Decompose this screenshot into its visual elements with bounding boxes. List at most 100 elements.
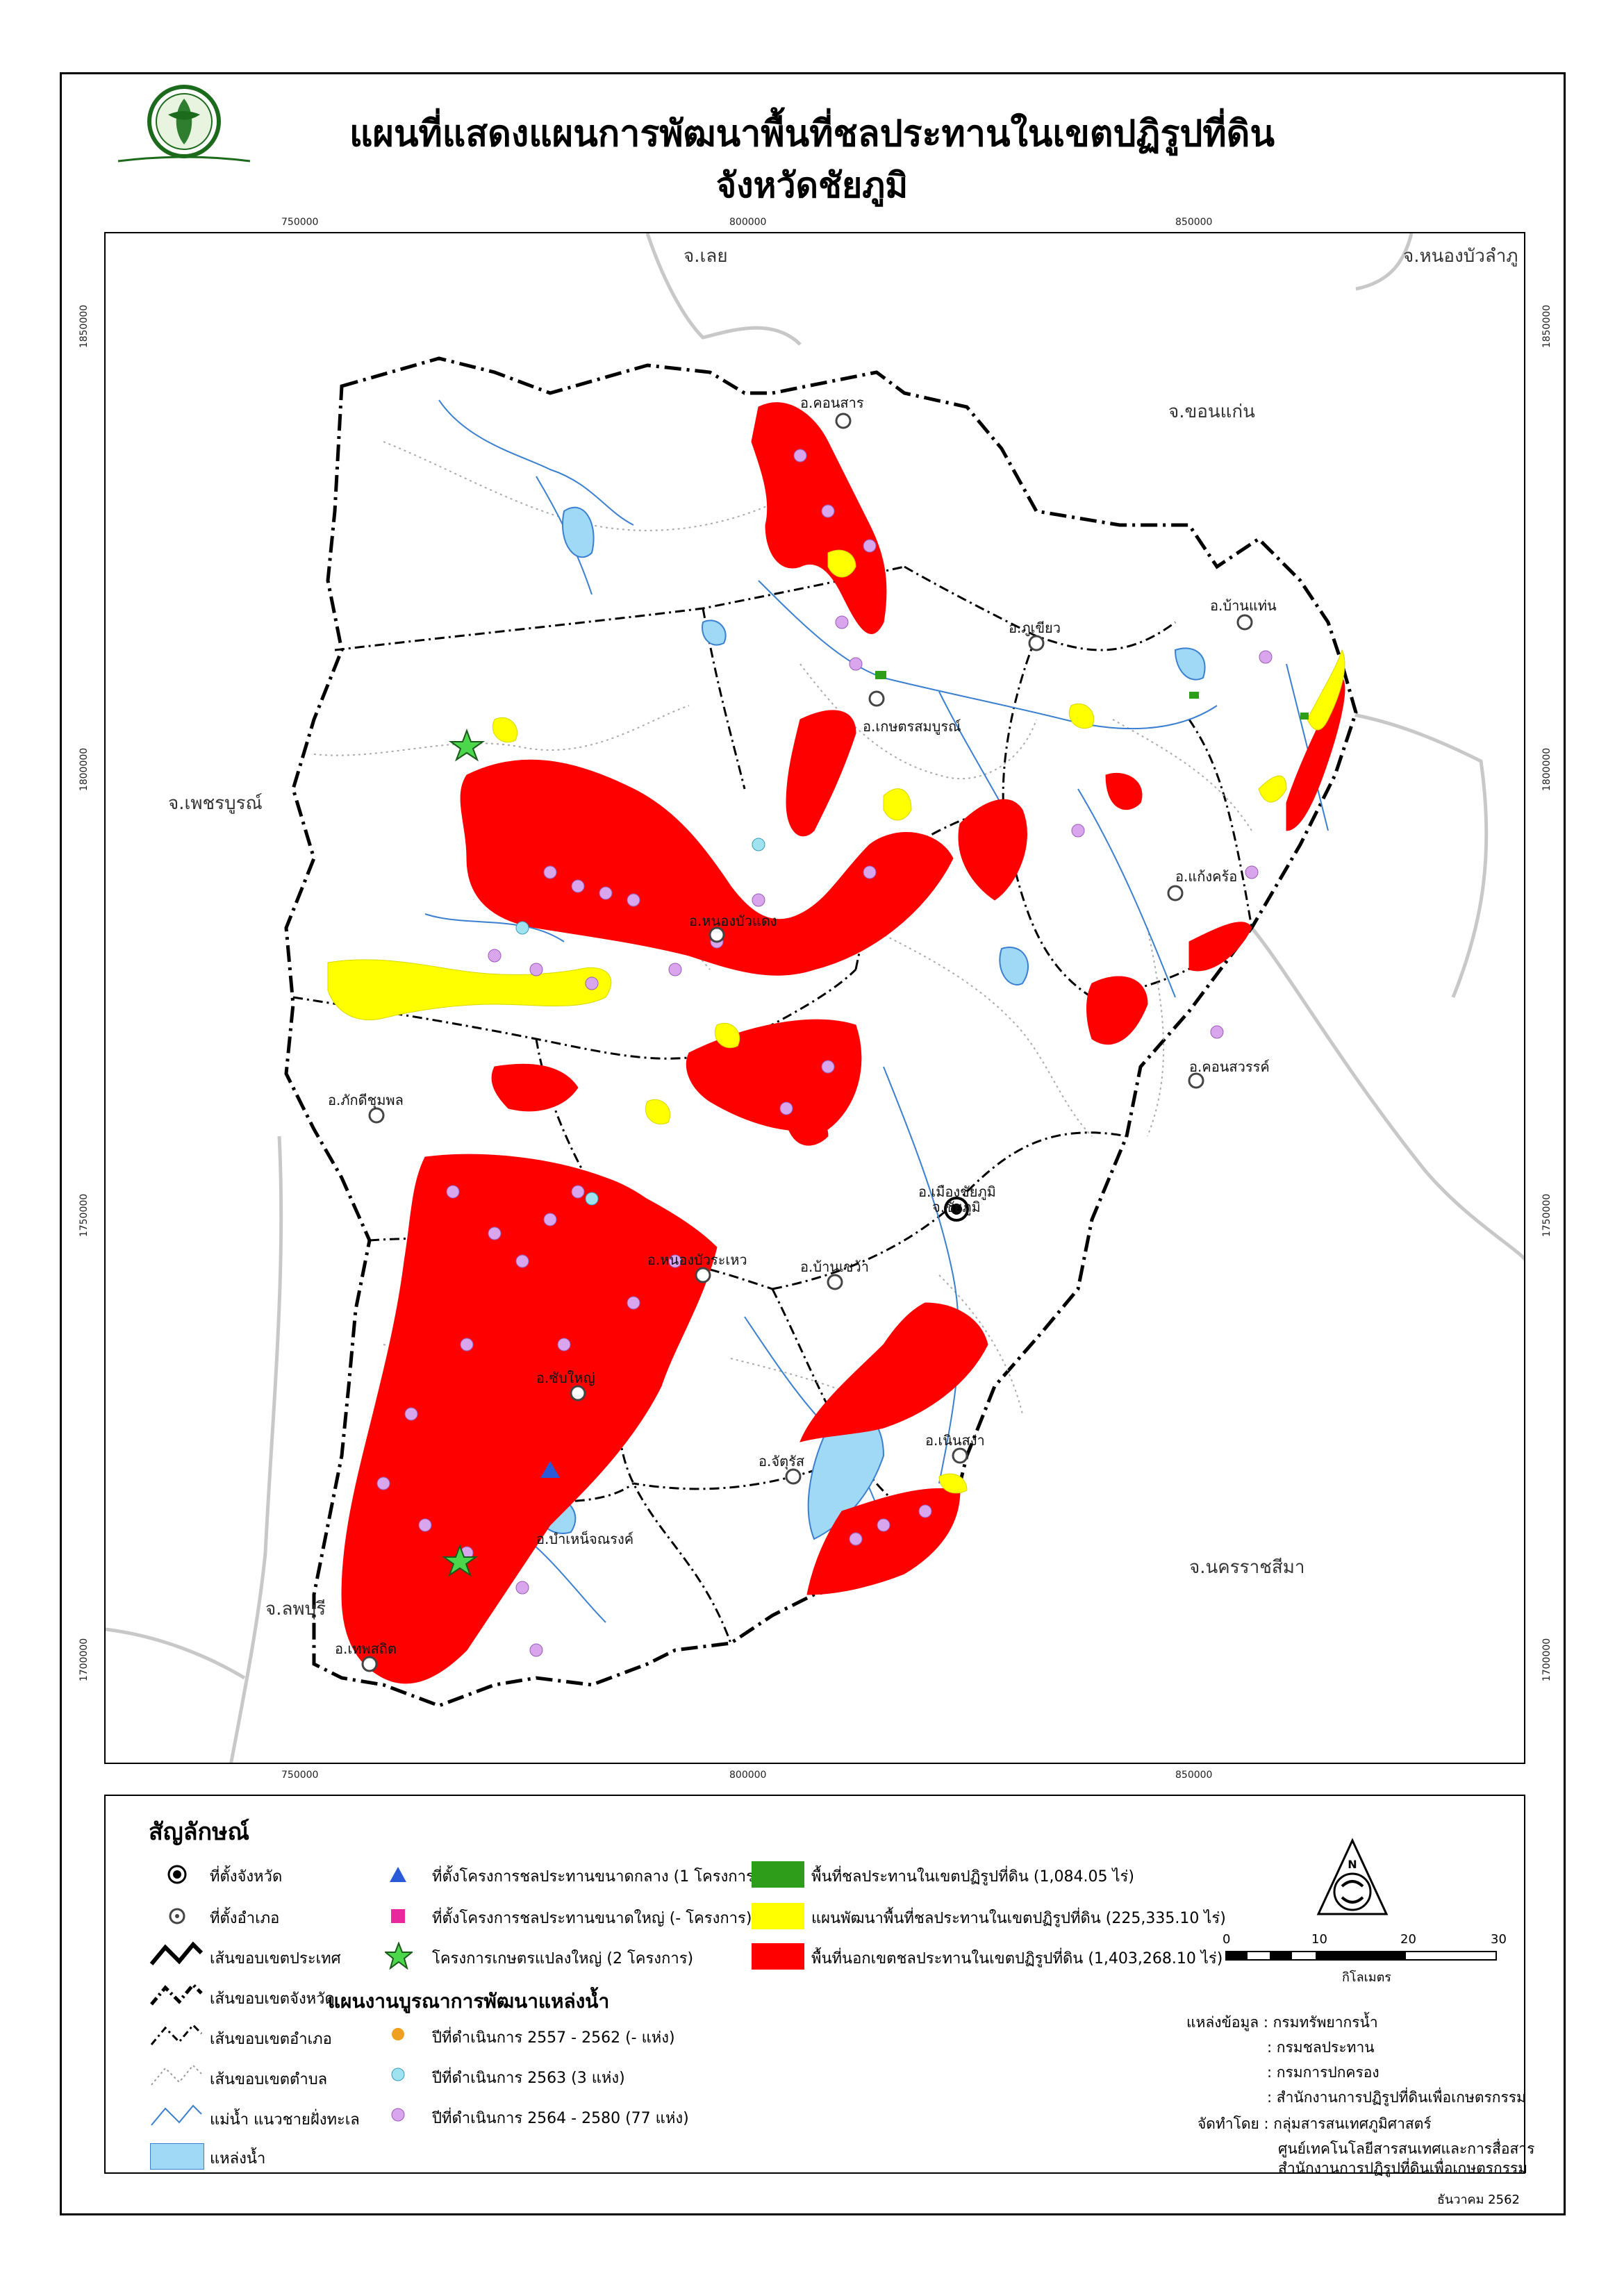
river-legend-icon [151,2104,202,2126]
made-by-3: สำนักงานการปฏิรูปที่ดินเพื่อเกษตรกรรม [1278,2160,1528,2177]
north-arrow-icon: N [1316,1838,1389,1915]
label-nakhonratchasima: จ.นครราชสีมา [1189,1557,1305,1578]
medium-project-legend-icon [390,1867,406,1882]
grid-left-2: 1800000 [78,747,90,792]
label-chatturat: อ.จัตุรัส [759,1453,805,1470]
legend-title: สัญลักษณ์ [149,1818,250,1846]
label-chaiyaphum: จ.ชัยภูมิ [932,1199,981,1215]
province-border-legend-icon [150,1982,203,2006]
legend-subdistrict-border: เส้นขอบเขตตำบล [210,2071,328,2088]
source-label: แหล่งข้อมูล : กรมทรัพยากรน้ำ [1186,2014,1378,2031]
subdistrict-borders [313,441,1252,1415]
label-mueang: อ.เมืองชัยภูมิ [918,1183,996,1200]
made-by-2: ศูนย์เทคโนโลยีสารสนเทศและการสื่อสาร [1278,2140,1535,2157]
plan-points [376,449,1273,1657]
label-khonkaen: จ.ขอนแก่น [1168,401,1255,422]
green-zones [875,671,1309,719]
alro-logo [117,85,251,163]
red-zones [341,402,1345,1684]
grid-left-3: 1750000 [78,1193,90,1238]
grid-top-2: 800000 [729,217,767,228]
map-area: จ.เลย จ.หนองบัวลำภู จ.ขอนแก่น จ.เพชรบูรณ… [104,232,1525,1764]
grid-top-1: 750000 [281,217,319,228]
grid-right-4: 1700000 [1541,1638,1553,1682]
grid-left-1: 1850000 [78,304,90,349]
legend-country-border: เส้นขอบเขตประเทศ [210,1950,341,1968]
source-2: : กรมชลประทาน [1267,2039,1375,2056]
neighbor-borders [106,233,1524,1763]
big-farm-stars [441,729,486,1577]
legend-province-seat: ที่ตั้งจังหวัด [210,1868,283,1886]
large-project-legend-icon [391,1909,405,1923]
label-phetchabun: จ.เพชรบูรณ์ [168,793,263,814]
big-farm-legend-icon [385,1942,413,1970]
grid-bottom-3: 850000 [1175,1770,1213,1781]
grid-left-4: 1700000 [78,1638,90,1682]
grid-bottom-2: 800000 [729,1770,767,1781]
red-area-swatch [752,1943,804,1970]
page-frame [60,72,1566,2215]
yellow-area-swatch [752,1903,804,1929]
map-subtitle: จังหวัดชัยภูมิ [715,165,909,206]
district-seats [361,413,1253,1672]
label-nongbualamphu: จ.หนองบัวลำภู [1403,246,1518,267]
scale-tick-0: 0 [1223,1932,1231,1947]
label-loei: จ.เลย [683,246,728,267]
district-border-legend-icon [150,2023,203,2045]
country-border-legend-icon [149,1941,204,1965]
plan-1-legend-icon [392,2028,404,2040]
label-khonsawan-k: อ.แก้งคร้อ [1175,868,1238,885]
label-noenasanga: อ.เนินสง่า [925,1432,985,1449]
grid-bottom-1: 750000 [281,1770,319,1781]
legend-plan-1: ปีที่ดำเนินการ 2557 - 2562 (- แห่ง) [432,2029,675,2047]
legend-water: แหล่งน้ำ [210,2150,266,2168]
legend-plan-3: ปีที่ดำเนินการ 2564 - 2580 (77 แห่ง) [432,2110,689,2127]
label-bankhwao: อ.บ้านเขว้า [800,1258,869,1275]
province-seat-icon [944,1197,969,1222]
label-khonsan: อ.คอนสาร [800,394,864,411]
plan-3-legend-icon [391,2108,405,2122]
scale-bar [1225,1951,1497,1961]
medium-project-icon [540,1461,560,1478]
label-subyai: อ.ซับใหญ่ [536,1370,595,1386]
legend-medium-project: ที่ตั้งโครงการชลประทานขนาดกลาง (1 โครงกา… [432,1868,761,1886]
legend-plan-2: ปีที่ดำเนินการ 2563 (3 แห่ง) [432,2070,625,2087]
legend-district-seat: ที่ตั้งอำเภอ [210,1910,280,1927]
scale-tick-20: 20 [1400,1932,1416,1947]
legend-plan-title: แผนงานบูรณาการพัฒนาแหล่งน้ำ [328,1990,610,2013]
district-seat-legend-icon [169,1908,185,1924]
grid-top-3: 850000 [1175,217,1213,228]
date-label: ธันวาคม 2562 [1437,2193,1520,2207]
label-bamnetnarong: อ.บำเหน็จณรงค์ [536,1531,634,1547]
legend-yellow-area: แผนพัฒนาพื้นที่ชลประทานในเขตปฏิรูปที่ดิน… [811,1910,1226,1927]
grid-right-2: 1800000 [1541,747,1553,792]
label-banthaen: อ.บ้านแท่น [1210,597,1277,614]
scale-tick-10: 10 [1311,1932,1327,1947]
legend-red-area: พื้นที่นอกเขตชลประทานในเขตปฏิรูปที่ดิน (… [811,1950,1223,1968]
legend-large-project: ที่ตั้งโครงการชลประทานขนาดใหญ่ (- โครงกา… [432,1910,752,1927]
green-area-swatch [752,1861,804,1888]
subdistrict-border-legend-icon [151,2064,202,2086]
scale-tick-30: 30 [1491,1932,1507,1947]
source-4: : สำนักงานการปฏิรูปที่ดินเพื่อเกษตรกรรม [1267,2089,1526,2106]
legend-big-farm: โครงการเกษตรแปลงใหญ่ (2 โครงการ) [432,1950,694,1968]
grid-right-1: 1850000 [1541,304,1553,349]
legend-river: แม่น้ำ แนวชายฝั่งทะเล [210,2111,360,2129]
plan-2563-points [515,838,765,1206]
label-khonsawan: อ.คอนสวรรค์ [1189,1058,1270,1075]
map-canvas [106,233,1524,1763]
source-3: : กรมการปกครอง [1267,2064,1379,2081]
yellow-zones [327,549,1345,1494]
water-legend-swatch [150,2143,204,2170]
label-nongbuadaeng: อ.หนองบัวแดง [689,913,777,929]
label-nongbuarawe: อ.หนองบัวระเหว [647,1251,747,1268]
legend-panel: สัญลักษณ์ ที่ตั้งจังหวัด ที่ตั้งอำเภอ เส… [104,1795,1534,2177]
plan-2-legend-icon [391,2068,405,2081]
legend-province-border: เส้นขอบเขตจังหวัด [210,1990,335,2008]
label-phukhiao: อ.ภูเขียว [1009,619,1061,636]
legend-green-area: พื้นที่ชลประทานในเขตปฏิรูปที่ดิน (1,084.… [811,1868,1134,1886]
province-seat-legend-icon [167,1865,187,1884]
svg-text:N: N [1348,1858,1357,1871]
label-lopburi: จ.ลพบุรี [265,1599,326,1620]
scale-unit: กิโลเมตร [1342,1970,1391,1985]
